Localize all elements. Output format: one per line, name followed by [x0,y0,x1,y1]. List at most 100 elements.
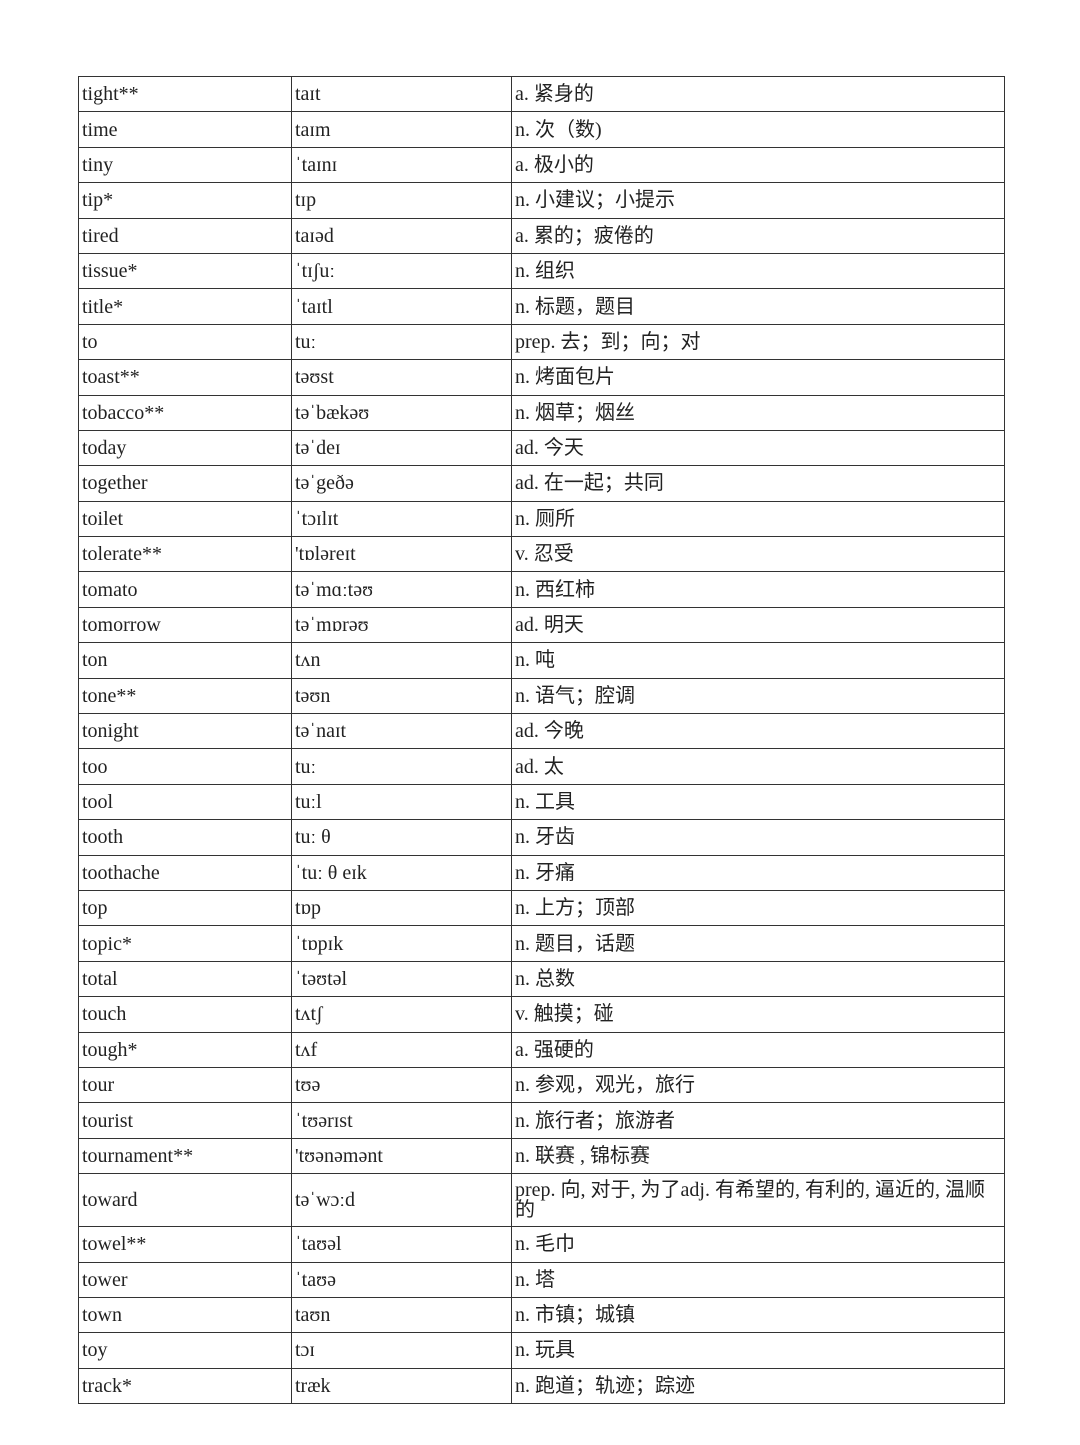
word: top [78,889,292,927]
table-row: tournament**'tʊənəmənt n. 联赛 , 锦标赛 [78,1137,1005,1175]
vocabulary-table: tight** taɪt a. 紧身的 time taɪm n. 次（数) tiny ˈtaɪ… [78,75,1005,1405]
phonetic: təˈmɒrəʊ [291,606,512,644]
phonetic: ˈtaʊəl [291,1226,512,1263]
meaning: n. 烤面包片 [511,359,1005,396]
table-row: tolerate**'tɒləreɪt v. 忍受 [78,536,1005,573]
meaning: n. 工具 [511,783,1005,821]
meaning: n. 参观，观光，旅行 [511,1066,1005,1104]
meaning: v. 触摸；碰 [511,996,1005,1033]
meaning: n. 题目，话题 [511,925,1005,962]
phonetic: ˈtaʊə [291,1261,512,1298]
meaning: n. 牙痛 [511,854,1005,891]
phonetic: tɔɪ [291,1332,512,1369]
phonetic: 'tʊənəmənt [291,1137,512,1175]
table-row: tissue* ˈtɪʃuː n. 组织 [78,252,1005,290]
phonetic: taʊn [291,1296,512,1334]
table-row: ton tʌn n. 吨 [78,642,1005,679]
phonetic: tʊə [291,1066,512,1104]
phonetic: ˈtʊərɪst [291,1102,512,1139]
word: touch [78,996,292,1033]
phonetic: tʌf [291,1031,512,1068]
meaning: n. 毛巾 [511,1226,1005,1263]
table-row: to tuː prep. 去；到；向；对 [78,323,1005,361]
table-row: too tuː ad. 太 [78,748,1005,785]
word: tired [78,217,292,254]
meaning: a. 紧身的 [511,75,1005,113]
word: total [78,960,292,998]
word: tiny [78,146,292,184]
word: tomorrow [78,606,292,644]
word: toward [78,1173,292,1228]
phonetic: tuːl [291,783,512,821]
table-row: tip* tɪp n. 小建议；小提示 [78,182,1005,219]
table-row: tour tʊə n. 参观，观光，旅行 [78,1066,1005,1104]
table-row: toothache ˈtuː θ eɪk n. 牙痛 [78,854,1005,891]
meaning: n. 组织 [511,252,1005,290]
phonetic: ˈtuː θ eɪk [291,854,512,891]
meaning: n. 牙齿 [511,819,1005,856]
phonetic: ˈtaɪtl [291,288,512,325]
phonetic: təˈgeðə [291,465,512,502]
meaning: ad. 今天 [511,429,1005,467]
meaning: a. 累的；疲倦的 [511,217,1005,254]
table-row: topic* ˈtɒpɪk n. 题目，话题 [78,925,1005,962]
table-row: toy tɔɪ n. 玩具 [78,1332,1005,1369]
table-row: town taʊn n. 市镇；城镇 [78,1296,1005,1334]
word: tolerate** [78,536,292,573]
table-row: tooth tuː θ n. 牙齿 [78,819,1005,856]
table-row: tourist ˈtʊərɪst n. 旅行者；旅游者 [78,1102,1005,1139]
phonetic: taɪm [291,111,512,148]
word: tough* [78,1031,292,1068]
table-row: towel** ˈtaʊəl n. 毛巾 [78,1226,1005,1263]
meaning: prep. 去；到；向；对 [511,323,1005,361]
meaning: n. 跑道；轨迹；踪迹 [511,1367,1005,1405]
table-row: tobacco** təˈbækəʊ n. 烟草；烟丝 [78,394,1005,431]
phonetic: təˈwɔːd [291,1173,512,1228]
word: tobacco** [78,394,292,431]
phonetic: tʌn [291,642,512,679]
meaning: ad. 在一起；共同 [511,465,1005,502]
word: tight** [78,75,292,113]
table-row: tomato təˈmɑːtəʊ n. 西红柿 [78,571,1005,608]
phonetic: təˈbækəʊ [291,394,512,431]
phonetic: ˈtɒpɪk [291,925,512,962]
word: tool [78,783,292,821]
table-row: tool tuːl n. 工具 [78,783,1005,821]
word: together [78,465,292,502]
table-row: tomorrow təˈmɒrəʊ ad. 明天 [78,606,1005,644]
table-row: tiny ˈtaɪnɪ a. 极小的 [78,146,1005,184]
table-row: track* træk n. 跑道；轨迹；踪迹 [78,1367,1005,1405]
meaning: n. 次（数) [511,111,1005,148]
word: ton [78,642,292,679]
word: topic* [78,925,292,962]
phonetic: təʊn [291,677,512,715]
meaning: n. 标题，题目 [511,288,1005,325]
phonetic: təʊst [291,359,512,396]
phonetic: tɒp [291,889,512,927]
phonetic: 'tɒləreɪt [291,536,512,573]
word: tournament** [78,1137,292,1175]
word: towel** [78,1226,292,1263]
table-row: top tɒp n. 上方；顶部 [78,889,1005,927]
phonetic: ˈtəʊtəl [291,960,512,998]
table-row: toast** təʊst n. 烤面包片 [78,359,1005,396]
word: tonight [78,713,292,750]
meaning: n. 厕所 [511,500,1005,538]
table-row: tired taɪəd a. 累的；疲倦的 [78,217,1005,254]
meaning: prep. 向, 对于, 为了adj. 有希望的, 有利的, 逼近的, 温顺的 [511,1173,1005,1228]
table-row: together təˈgeðə ad. 在一起；共同 [78,465,1005,502]
meaning: n. 塔 [511,1261,1005,1298]
meaning: n. 市镇；城镇 [511,1296,1005,1334]
phonetic: tuː [291,748,512,785]
word: tip* [78,182,292,219]
word: too [78,748,292,785]
phonetic: tuː θ [291,819,512,856]
phonetic: təˈdeɪ [291,429,512,467]
phonetic: təˈmɑːtəʊ [291,571,512,608]
phonetic: ˈtaɪnɪ [291,146,512,184]
table-row: time taɪm n. 次（数) [78,111,1005,148]
word: tower [78,1261,292,1298]
meaning: n. 烟草；烟丝 [511,394,1005,431]
meaning: n. 上方；顶部 [511,889,1005,927]
word: track* [78,1367,292,1405]
